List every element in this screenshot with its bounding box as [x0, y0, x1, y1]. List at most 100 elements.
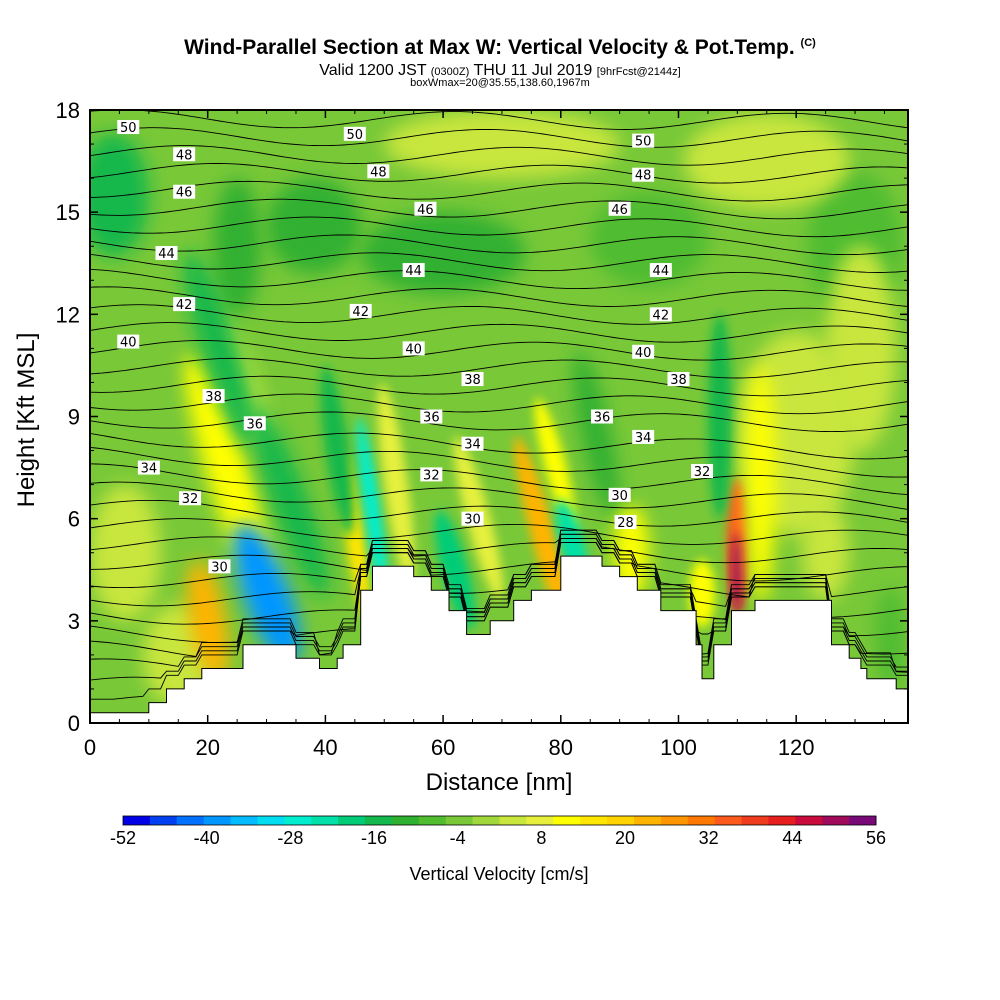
y-tick-label: 3 — [68, 609, 80, 634]
contour-label-bg — [173, 147, 196, 162]
contour-label-bg — [667, 372, 690, 387]
contour-label: 42 — [176, 298, 193, 313]
theta-contour-line — [90, 537, 908, 637]
colorbar-swatch — [149, 816, 178, 825]
colorbar-swatch — [822, 816, 850, 825]
colorbar-tick-label: -16 — [361, 828, 387, 848]
theta-contour-line — [90, 145, 908, 166]
colorbar-swatch — [311, 816, 339, 825]
field-blob-30 — [731, 532, 744, 615]
theta-contour-line — [90, 463, 908, 496]
colorbar-swatch — [123, 816, 151, 825]
contour-label-bg — [691, 463, 714, 478]
contour-label-bg — [461, 511, 484, 526]
contour-label: 44 — [158, 247, 175, 262]
terrain — [90, 555, 908, 723]
x-tick-label: 20 — [195, 735, 219, 760]
colorbar-swatch — [472, 816, 500, 825]
contour-label-bg — [420, 409, 443, 424]
theta-contour-line — [90, 536, 908, 564]
y-tick-label: 12 — [56, 302, 80, 327]
contour-label-bg — [173, 297, 196, 312]
contour-label: 36 — [423, 411, 440, 426]
colorbar-swatch — [365, 816, 393, 825]
x-tick-label: 100 — [660, 735, 697, 760]
contour-label-bg — [117, 120, 140, 135]
contour-label-bg — [243, 416, 266, 431]
contour-label-bg — [367, 164, 390, 179]
colorbar-swatch — [338, 816, 366, 825]
valid-prefix: Valid 1200 JST — [319, 62, 427, 79]
colorbar-tick-label: 20 — [615, 828, 635, 848]
contour-label: 32 — [423, 468, 440, 483]
contour-label: 50 — [635, 135, 652, 150]
forecast-info: [9hrFcst@2144z] — [596, 66, 681, 78]
field-blob-27 — [573, 350, 619, 517]
contour-label-bg — [461, 436, 484, 451]
field-blob-15 — [232, 522, 301, 665]
theta-contour-line — [90, 499, 908, 527]
colorbar-swatch — [660, 816, 689, 825]
contour-label-bg — [402, 341, 425, 356]
field-blob-4 — [590, 191, 708, 288]
contour-label-bg — [420, 467, 443, 482]
y-tick-label: 15 — [56, 200, 80, 225]
contour-label: 40 — [405, 342, 422, 357]
colorbar-tick-label: -52 — [110, 828, 136, 848]
y-tick-label: 6 — [68, 507, 80, 532]
colorbar-frame — [122, 815, 877, 826]
theta-contour-line — [90, 216, 908, 238]
colorbar-swatch — [499, 816, 527, 825]
colorbar-swatch — [849, 816, 877, 825]
contour-label: 44 — [653, 264, 670, 279]
colorbar-tick-label: 44 — [782, 828, 802, 848]
theta-contour-line — [90, 304, 908, 325]
contour-label-bg — [461, 372, 484, 387]
contour-label: 48 — [635, 169, 652, 184]
colorbar-swatch — [741, 816, 769, 825]
theta-contour-line — [90, 110, 908, 130]
contour-label-bg — [414, 201, 437, 216]
x-tick-label: 0 — [84, 735, 96, 760]
colorbar-swatch — [607, 816, 635, 825]
contour-label-bg — [173, 184, 196, 199]
colorbar-swatch — [687, 816, 716, 825]
contour-label: 50 — [347, 128, 364, 143]
contour-label: 36 — [594, 411, 611, 426]
contour-label: 46 — [176, 186, 193, 201]
colorbar-swatch — [230, 816, 258, 825]
contour-label: 34 — [141, 462, 158, 477]
x-axis-label: Distance [nm] — [426, 769, 573, 796]
theta-contour-line — [90, 163, 908, 184]
theta-contour-line — [90, 357, 908, 379]
theta-contour-line — [90, 446, 908, 478]
field-blob-32 — [746, 365, 776, 604]
contour-label-bg — [117, 334, 140, 349]
colorbar-tick-label: 8 — [536, 828, 546, 848]
x-tick-label: 120 — [778, 735, 815, 760]
field-blob-24 — [514, 436, 572, 635]
colorbar-tick-label: -4 — [450, 828, 466, 848]
chart-title: Wind-Parallel Section at Max W: Vertical… — [0, 36, 1000, 60]
field-blob-25 — [534, 398, 576, 531]
field-blob-17 — [183, 251, 256, 446]
contour-label-bg — [343, 126, 366, 141]
chart-title-text: Wind-Parallel Section at Max W: Vertical… — [184, 36, 795, 59]
colorbar-swatch — [445, 816, 474, 825]
contour-label-bg — [608, 201, 631, 216]
field-blob-3 — [360, 212, 526, 294]
theta-contour-line — [90, 393, 908, 415]
colorbar-swatch — [714, 816, 743, 825]
contour-label: 30 — [211, 560, 228, 575]
contour-label: 34 — [464, 438, 481, 453]
contour-label: 44 — [405, 264, 422, 279]
contour-label-bg — [202, 389, 225, 404]
theta-contour-line — [90, 375, 908, 397]
valid-time-line: Valid 1200 JST (0300Z) THU 11 Jul 2019 [… — [0, 62, 1000, 80]
colorbar-title: Vertical Velocity [cm/s] — [409, 864, 588, 884]
theta-contour-line — [90, 234, 908, 256]
theta-contour-line — [90, 180, 908, 202]
contour-label: 48 — [370, 165, 387, 180]
